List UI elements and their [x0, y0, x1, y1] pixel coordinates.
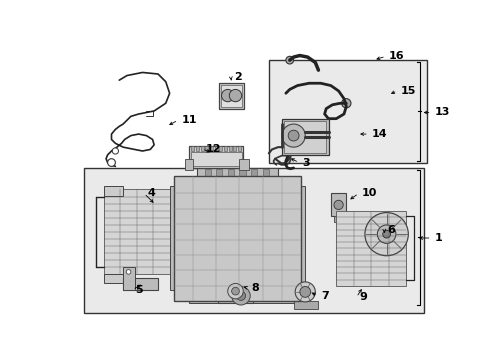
Bar	[284, 121, 325, 153]
Bar	[216, 169, 222, 177]
Circle shape	[231, 287, 250, 305]
Bar	[209, 145, 213, 151]
Text: 3: 3	[302, 158, 309, 167]
Bar	[173, 176, 301, 301]
Bar	[103, 186, 123, 195]
Text: 2: 2	[233, 72, 241, 82]
Text: 11: 11	[181, 115, 196, 125]
Text: 13: 13	[434, 108, 449, 117]
Bar	[191, 145, 194, 151]
Bar	[336, 211, 405, 286]
Bar	[219, 83, 244, 109]
Text: 9: 9	[359, 292, 366, 302]
Text: 15: 15	[400, 86, 415, 96]
Circle shape	[236, 291, 245, 300]
Bar	[250, 169, 257, 177]
Circle shape	[382, 230, 390, 238]
Text: 14: 14	[371, 129, 386, 139]
Circle shape	[229, 89, 241, 102]
Bar	[227, 178, 250, 286]
Bar	[214, 145, 217, 151]
Circle shape	[299, 287, 310, 297]
Bar	[200, 145, 203, 151]
Circle shape	[364, 213, 407, 256]
Bar	[204, 169, 210, 177]
Bar	[333, 216, 343, 222]
Circle shape	[287, 130, 299, 141]
Bar	[103, 189, 169, 274]
Bar	[196, 168, 278, 178]
Text: 16: 16	[388, 51, 404, 61]
Text: 5: 5	[135, 285, 143, 294]
Bar	[219, 145, 222, 151]
Circle shape	[282, 124, 305, 147]
Circle shape	[221, 89, 233, 102]
Bar	[237, 145, 241, 151]
Text: 8: 8	[250, 283, 258, 293]
Bar	[169, 186, 181, 289]
Circle shape	[231, 287, 239, 295]
Bar	[216, 280, 224, 286]
Bar	[205, 145, 208, 151]
Bar	[84, 168, 423, 313]
Bar	[268, 60, 426, 163]
Bar	[196, 145, 199, 151]
Bar	[239, 159, 248, 170]
Bar	[224, 145, 226, 151]
Circle shape	[377, 225, 395, 243]
Bar	[228, 145, 231, 151]
Bar	[189, 286, 293, 303]
Text: 12: 12	[205, 144, 220, 154]
Circle shape	[341, 99, 350, 108]
Bar	[233, 145, 236, 151]
Circle shape	[295, 282, 315, 302]
Bar	[282, 119, 328, 155]
Bar	[330, 193, 346, 216]
Bar	[123, 266, 135, 289]
Bar	[239, 169, 245, 177]
Circle shape	[285, 56, 293, 64]
Circle shape	[227, 283, 243, 299]
Text: 4: 4	[147, 188, 155, 198]
Circle shape	[107, 159, 115, 166]
Bar	[246, 280, 254, 286]
Bar	[185, 159, 192, 170]
Bar	[217, 280, 253, 303]
Text: 7: 7	[320, 291, 328, 301]
Bar	[227, 169, 233, 177]
Circle shape	[333, 200, 343, 210]
Circle shape	[112, 148, 118, 154]
Bar	[189, 145, 243, 168]
Bar	[190, 152, 241, 166]
Bar	[123, 278, 158, 289]
Text: 1: 1	[434, 233, 442, 243]
Bar	[220, 85, 242, 107]
Bar	[293, 301, 318, 309]
Bar	[262, 169, 268, 177]
Bar	[103, 274, 123, 283]
Text: 10: 10	[361, 188, 376, 198]
Text: 6: 6	[386, 225, 394, 235]
Circle shape	[126, 270, 131, 274]
Bar	[293, 186, 305, 289]
